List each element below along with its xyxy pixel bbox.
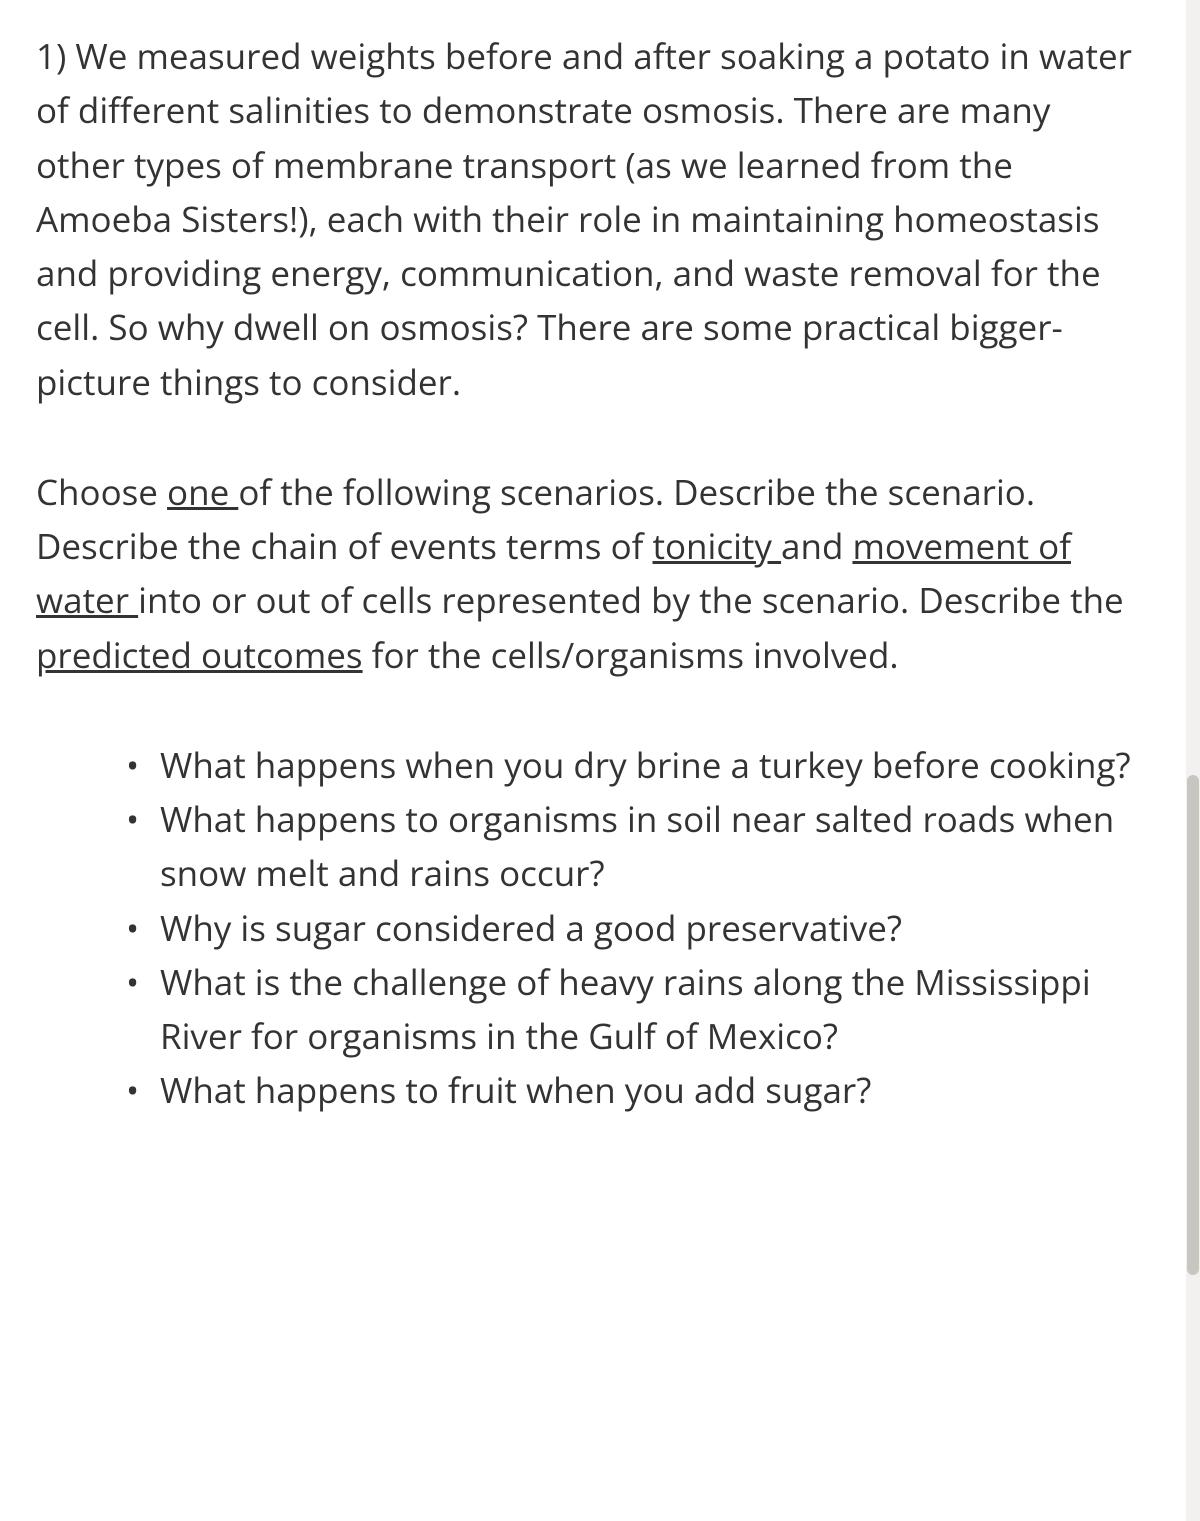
list-item-text: What happens to organisms in soil near s… <box>160 796 1114 897</box>
intro-text: 1) We measured weights before and after … <box>36 33 1132 406</box>
instr-seg-5: for the cells/organisms involved. <box>363 632 899 679</box>
scrollbar-thumb[interactable] <box>1187 775 1199 1275</box>
list-item: What happens when you dry brine a turkey… <box>126 739 1142 793</box>
list-item-text: Why is sugar considered a good preservat… <box>160 905 902 952</box>
instr-seg-1: Choose <box>36 469 167 516</box>
list-item: Why is sugar considered a good preservat… <box>126 902 1142 956</box>
instr-underline-outcomes: predicted outcomes <box>36 632 363 679</box>
intro-paragraph: 1) We measured weights before and after … <box>36 30 1142 410</box>
list-item: What happens to organisms in soil near s… <box>126 793 1142 902</box>
instr-underline-one: one <box>167 469 238 516</box>
list-item: What is the challenge of heavy rains alo… <box>126 956 1142 1065</box>
instr-underline-tonicity: tonicity <box>653 523 782 570</box>
list-item-text: What happens to fruit when you add sugar… <box>160 1067 871 1114</box>
instructions-paragraph: Choose one of the following scenarios. D… <box>36 466 1142 683</box>
page: 1) We measured weights before and after … <box>0 0 1200 1521</box>
scenario-list: What happens when you dry brine a turkey… <box>36 739 1142 1119</box>
content-area: 1) We measured weights before and after … <box>36 30 1164 1119</box>
instr-seg-4: into or out of cells represented by the … <box>138 577 1124 624</box>
scrollbar-track[interactable] <box>1186 0 1200 1521</box>
instr-seg-3: and <box>781 523 852 570</box>
list-item-text: What is the challenge of heavy rains alo… <box>160 959 1091 1060</box>
list-item: What happens to fruit when you add sugar… <box>126 1064 1142 1118</box>
list-item-text: What happens when you dry brine a turkey… <box>160 742 1131 789</box>
